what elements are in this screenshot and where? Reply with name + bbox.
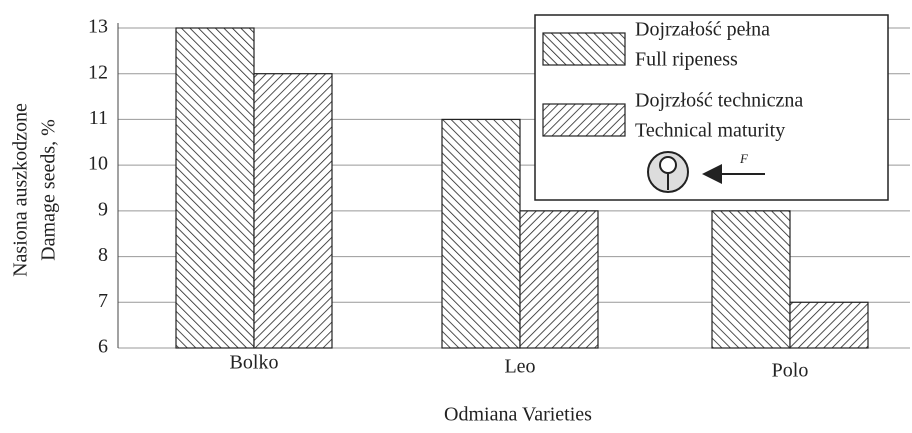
- y-tick-label: 13: [88, 16, 108, 38]
- x-tick-label: Polo: [772, 360, 809, 382]
- y-tick-label: 7: [98, 290, 108, 312]
- y-tick-label: 9: [98, 198, 108, 220]
- y-tick-label: 6: [98, 336, 108, 358]
- legend-label: Full ripeness: [635, 49, 738, 71]
- y-tick-label: 11: [89, 107, 108, 129]
- bar: [253, 73, 333, 349]
- bar: [519, 210, 599, 349]
- legend-icon: F: [647, 151, 765, 193]
- plot-area: 6 7 8 9 10 11 12 13 Bolko Leo Polo: [88, 16, 910, 382]
- x-tick-label: Leo: [504, 356, 535, 378]
- legend-label: Technical maturity: [635, 120, 785, 142]
- bar: [175, 27, 255, 349]
- y-axis-label: Nasiona auszkodzone: [10, 103, 32, 277]
- y-tick-label: 8: [98, 244, 108, 266]
- x-tick-label: Bolko: [230, 352, 279, 374]
- bar: [711, 210, 791, 349]
- bar: [789, 301, 869, 349]
- annotation: F: [739, 151, 749, 166]
- y-tick-label: 12: [88, 61, 108, 83]
- bar: [441, 118, 521, 349]
- legend-swatch: [542, 103, 626, 137]
- y-tick-label: 10: [88, 153, 108, 175]
- legend-label: Dojrzałość pełna: [635, 19, 770, 41]
- legend: F Dojrzałość pełna Full ripeness Dojrzłość…: [534, 14, 889, 201]
- y-axis-label: Damage seeds, %: [38, 119, 60, 261]
- legend-label: Dojrzłość techniczna: [635, 90, 803, 112]
- x-axis-label: Odmiana Varieties: [444, 404, 592, 426]
- legend-swatch: [542, 32, 626, 66]
